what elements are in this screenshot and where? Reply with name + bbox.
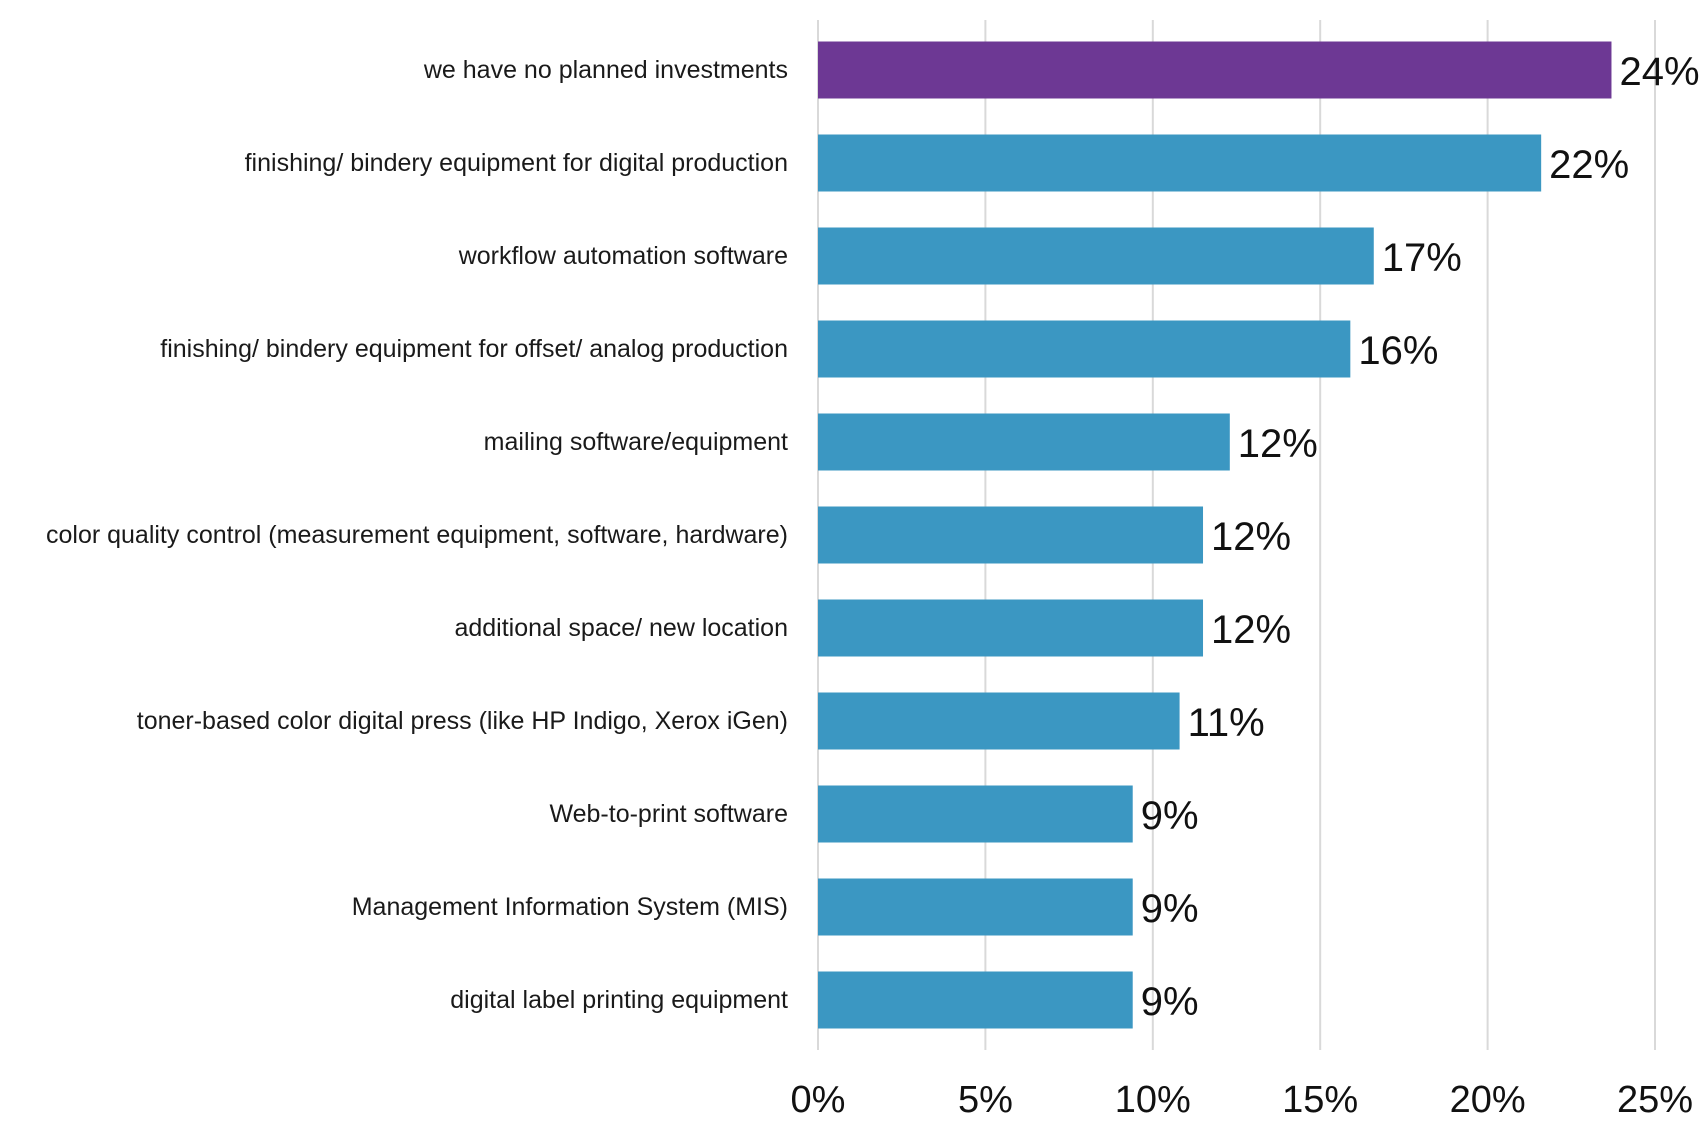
category-label-10: digital label printing equipment [450,986,788,1014]
x-tick-label-0: 0% [791,1079,846,1121]
category-label-7: toner-based color digital press (like HP… [137,707,788,735]
data-label-4: 12% [1238,422,1318,466]
category-label-3: finishing/ bindery equipment for offset/… [160,335,788,363]
data-label-7: 11% [1188,701,1265,745]
data-label-6: 12% [1211,608,1291,652]
x-tick-label-2: 10% [1115,1079,1191,1121]
data-labels: 24% 22% 17% 16% 12% 12% 12% 11% 9% 9% 9% [1141,50,1700,1024]
bar-3 [818,320,1351,378]
x-axis-ticks: 0% 5% 10% 15% 20% 25% [791,1079,1693,1121]
category-label-9: Management Information System (MIS) [352,893,788,921]
bar-1 [818,134,1542,192]
bar-6 [818,599,1204,657]
category-label-6: additional space/ new location [454,614,788,642]
bars [818,41,1612,1029]
category-labels: we have no planned investments finishing/… [46,56,788,1014]
bar-4 [818,413,1230,471]
category-label-8: Web-to-print software [549,800,788,828]
bar-10 [818,971,1133,1029]
data-label-0: 24% [1619,50,1699,94]
category-label-2: workflow automation software [458,242,788,270]
bar-7 [818,692,1180,750]
data-label-2: 17% [1382,236,1462,280]
bar-2 [818,227,1374,285]
bar-8 [818,785,1133,843]
data-label-5: 12% [1211,515,1291,559]
data-label-9: 9% [1141,887,1199,931]
category-label-5: color quality control (measurement equip… [46,521,788,549]
data-label-8: 9% [1141,794,1199,838]
category-label-1: finishing/ bindery equipment for digital… [245,149,788,177]
data-label-10: 9% [1141,980,1199,1024]
bar-0 [818,41,1612,99]
data-label-3: 16% [1358,329,1438,373]
x-tick-label-4: 20% [1450,1079,1526,1121]
x-tick-label-5: 25% [1617,1079,1693,1121]
data-label-1: 22% [1549,143,1629,187]
x-tick-label-1: 5% [958,1079,1013,1121]
bar-9 [818,878,1133,936]
category-label-0: we have no planned investments [423,56,788,84]
x-tick-label-3: 15% [1282,1079,1358,1121]
category-label-4: mailing software/equipment [484,428,788,456]
bar-5 [818,506,1204,564]
